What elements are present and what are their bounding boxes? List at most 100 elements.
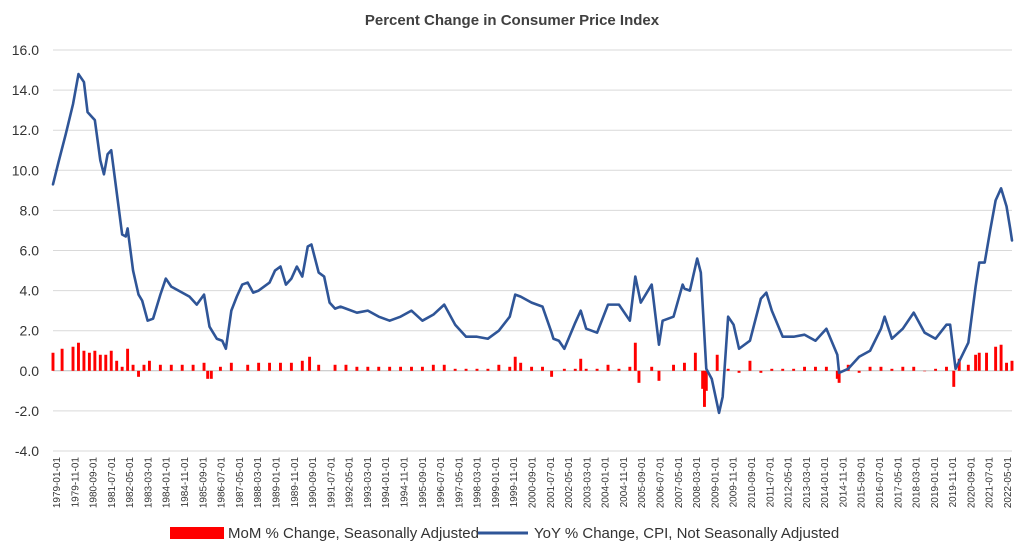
mom-bar bbox=[701, 370, 705, 389]
x-axis-ticks: 1979-01-01 1979-11-01 1980-09-01 1981-07-01… bbox=[52, 457, 1014, 509]
mom-bar bbox=[704, 370, 708, 391]
x-tick-label: 1983-03-01 bbox=[143, 457, 154, 509]
x-tick-label: 1989-11-01 bbox=[290, 457, 301, 508]
x-tick-label: 1992-05-01 bbox=[345, 457, 356, 509]
mom-bar bbox=[650, 366, 654, 371]
legend-swatch-mom bbox=[170, 527, 224, 539]
mom-bar bbox=[835, 370, 839, 379]
mom-bar bbox=[541, 366, 544, 371]
mom-bar bbox=[814, 366, 817, 371]
mom-bar bbox=[289, 362, 293, 371]
y-tick-label: 10.0 bbox=[12, 162, 39, 178]
mom-bar bbox=[595, 368, 599, 371]
mom-bar bbox=[126, 348, 130, 371]
x-tick-label: 1996-07-01 bbox=[436, 457, 447, 509]
x-tick-label: 2008-03-01 bbox=[692, 457, 703, 509]
x-tick-label: 1997-05-01 bbox=[454, 457, 465, 509]
mom-bar bbox=[71, 346, 75, 371]
chart-title: Percent Change in Consumer Price Index bbox=[365, 12, 660, 29]
x-tick-label: 2004-01-01 bbox=[601, 457, 612, 509]
y-tick-label: -2.0 bbox=[15, 403, 39, 419]
legend: MoM % Change, Seasonally Adjusted YoY % … bbox=[170, 525, 839, 542]
legend-label-mom: MoM % Change, Seasonally Adjusted bbox=[228, 525, 479, 542]
mom-bar bbox=[879, 366, 883, 371]
mom-bar bbox=[703, 370, 706, 407]
mom-bar bbox=[410, 366, 413, 371]
mom-bar bbox=[868, 366, 872, 371]
mom-bar bbox=[268, 362, 271, 371]
mom-bar bbox=[180, 364, 184, 371]
mom-bar bbox=[218, 366, 222, 371]
mom-bar bbox=[513, 356, 517, 371]
mom-bar bbox=[770, 368, 774, 371]
y-tick-label: 8.0 bbox=[20, 202, 40, 218]
x-tick-label: 2006-07-01 bbox=[656, 457, 667, 509]
yoy-line bbox=[51, 72, 1014, 415]
mom-bar bbox=[837, 370, 841, 383]
x-tick-label: 1993-03-01 bbox=[363, 457, 374, 509]
mom-bar bbox=[377, 366, 381, 371]
mom-bar bbox=[759, 370, 763, 373]
mom-bar bbox=[51, 352, 55, 371]
mom-bar bbox=[584, 368, 588, 371]
x-tick-label: 1991-07-01 bbox=[326, 457, 337, 509]
x-tick-label: 2004-11-01 bbox=[619, 457, 630, 508]
mom-bar bbox=[209, 370, 213, 379]
mom-bar bbox=[803, 366, 806, 371]
mom-bar bbox=[693, 352, 697, 371]
mom-bar bbox=[77, 342, 80, 371]
mom-bar bbox=[999, 344, 1003, 371]
mom-bar bbox=[420, 366, 424, 371]
mom-bar bbox=[87, 352, 91, 371]
mom-bar bbox=[579, 358, 583, 371]
grid-layer bbox=[53, 49, 1012, 452]
y-axis-ticks: 16.0 14.0 12.0 10.0 8.0 6.0 4.0 2.0 0.0 -2.0 -4.0 bbox=[12, 42, 39, 459]
y-tick-label: 12.0 bbox=[12, 122, 39, 138]
x-tick-label: 2013-03-01 bbox=[802, 457, 813, 509]
mom-bar bbox=[519, 362, 523, 371]
mom-bar bbox=[475, 368, 479, 371]
mom-bar bbox=[355, 366, 359, 371]
mom-bar bbox=[633, 342, 637, 371]
mom-bar bbox=[923, 370, 927, 372]
mom-bar bbox=[308, 356, 312, 371]
mom-bar bbox=[246, 364, 250, 371]
mom-bar bbox=[508, 366, 512, 371]
mom-bar bbox=[388, 366, 392, 371]
x-tick-label: 2009-11-01 bbox=[729, 457, 740, 508]
x-tick-label: 1986-07-01 bbox=[217, 457, 228, 509]
y-tick-label: 14.0 bbox=[12, 82, 39, 98]
x-tick-label: 1985-09-01 bbox=[198, 457, 209, 509]
mom-bar bbox=[109, 350, 113, 371]
x-tick-label: 1987-05-01 bbox=[235, 457, 246, 509]
mom-bar bbox=[431, 364, 435, 371]
x-tick-label: 2017-05-01 bbox=[893, 457, 904, 509]
x-tick-label: 1999-11-01 bbox=[509, 457, 520, 508]
mom-bar bbox=[279, 362, 282, 371]
mom-bar bbox=[229, 362, 233, 371]
mom-bar bbox=[617, 368, 621, 371]
x-tick-label: 2021-07-01 bbox=[985, 457, 996, 509]
x-tick-label: 2022-05-01 bbox=[1003, 457, 1014, 509]
mom-bar bbox=[333, 364, 337, 371]
legend-label-yoy: YoY % Change, CPI, Not Seasonally Adjust… bbox=[534, 525, 839, 542]
x-tick-label: 1980-09-01 bbox=[89, 457, 100, 509]
x-tick-label: 1984-11-01 bbox=[180, 457, 191, 508]
mom-bar bbox=[974, 354, 978, 371]
mom-bar bbox=[142, 364, 146, 371]
mom-bar bbox=[945, 366, 948, 371]
mom-bar bbox=[737, 370, 741, 373]
mom-bar bbox=[317, 364, 321, 371]
mom-bar bbox=[399, 366, 403, 371]
mom-bar bbox=[202, 362, 206, 371]
y-tick-label: -4.0 bbox=[15, 443, 39, 459]
mom-bar bbox=[191, 364, 195, 371]
y-tick-label: 16.0 bbox=[12, 42, 39, 58]
x-tick-label: 2010-09-01 bbox=[747, 457, 758, 509]
mom-bar bbox=[120, 366, 124, 371]
x-tick-label: 1994-01-01 bbox=[381, 457, 392, 509]
mom-bar bbox=[530, 366, 534, 371]
y-tick-label: 6.0 bbox=[20, 243, 40, 259]
mom-bar bbox=[824, 366, 828, 371]
